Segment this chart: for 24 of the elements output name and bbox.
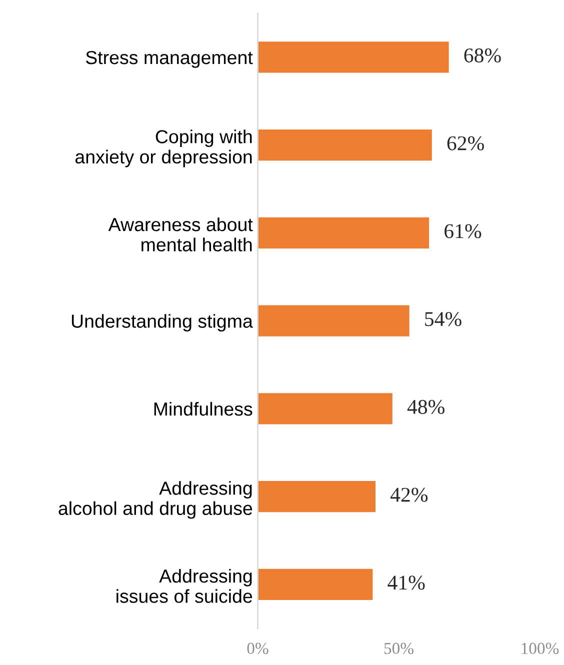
bar bbox=[258, 304, 411, 338]
bar bbox=[258, 216, 430, 250]
y-tick-label: Understanding stigma bbox=[72, 314, 253, 332]
y-tick-label: Addressing issues of suicide bbox=[116, 568, 252, 603]
y-tick-label: Mindfulness bbox=[154, 402, 252, 416]
x-tick-label: 100% bbox=[522, 642, 559, 654]
data-label: 68% bbox=[464, 48, 501, 63]
data-label: 62% bbox=[447, 136, 484, 150]
bar bbox=[258, 392, 394, 426]
y-tick-label: Coping with anxiety or depression bbox=[75, 130, 252, 168]
y-tick-label: Stress management bbox=[86, 50, 253, 68]
x-tick-label: 0% bbox=[247, 642, 268, 654]
data-label: 48% bbox=[407, 400, 444, 414]
data-label: 42% bbox=[390, 488, 428, 502]
y-tick-label: Awareness about mental health bbox=[108, 217, 253, 252]
x-tick-label: 50% bbox=[384, 642, 414, 654]
bar bbox=[258, 480, 377, 514]
bar bbox=[258, 40, 450, 74]
data-label: 54% bbox=[425, 312, 462, 326]
bar bbox=[258, 128, 434, 162]
bar bbox=[258, 568, 374, 602]
data-label: 61% bbox=[444, 224, 482, 238]
data-label: 41% bbox=[388, 576, 425, 590]
y-tick-label: Addressing alcohol and drug abuse bbox=[58, 481, 252, 519]
